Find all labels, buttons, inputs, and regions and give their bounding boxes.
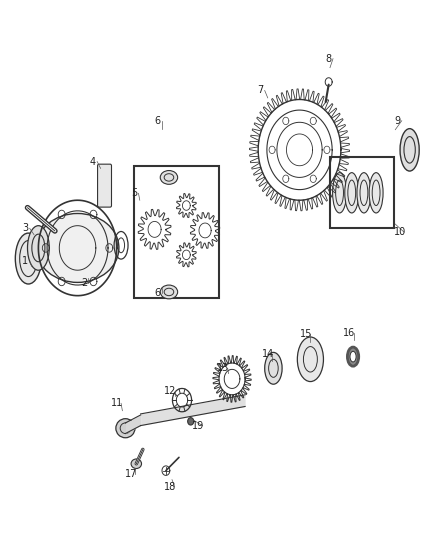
Ellipse shape xyxy=(345,173,359,213)
Text: 8: 8 xyxy=(325,54,332,63)
Text: 3: 3 xyxy=(22,223,28,233)
Ellipse shape xyxy=(36,214,119,282)
Ellipse shape xyxy=(357,173,371,213)
Text: 11: 11 xyxy=(111,398,123,408)
Text: 12: 12 xyxy=(164,386,177,396)
Text: 7: 7 xyxy=(257,85,264,95)
Ellipse shape xyxy=(28,225,49,270)
Ellipse shape xyxy=(350,351,356,362)
Text: 6: 6 xyxy=(154,116,160,126)
Text: 19: 19 xyxy=(192,421,204,431)
Text: 10: 10 xyxy=(393,227,406,237)
Ellipse shape xyxy=(160,171,178,184)
Text: 1: 1 xyxy=(22,256,28,266)
Ellipse shape xyxy=(160,285,178,299)
Ellipse shape xyxy=(297,337,323,382)
Text: 2: 2 xyxy=(81,278,87,288)
Text: 16: 16 xyxy=(343,328,356,338)
Text: 4: 4 xyxy=(90,157,96,166)
Ellipse shape xyxy=(131,459,141,469)
Text: 9: 9 xyxy=(394,116,400,126)
Text: 5: 5 xyxy=(131,188,137,198)
Bar xyxy=(134,166,219,298)
Text: 14: 14 xyxy=(261,349,274,359)
Ellipse shape xyxy=(265,352,282,384)
FancyBboxPatch shape xyxy=(98,164,112,207)
Text: 15: 15 xyxy=(300,329,312,340)
Ellipse shape xyxy=(187,418,194,425)
Text: 6: 6 xyxy=(154,288,160,298)
Text: 17: 17 xyxy=(125,470,137,479)
Ellipse shape xyxy=(332,173,346,213)
Ellipse shape xyxy=(116,419,135,438)
Bar xyxy=(330,157,394,228)
Ellipse shape xyxy=(400,128,419,171)
Text: 13: 13 xyxy=(217,364,230,373)
Ellipse shape xyxy=(369,173,383,213)
Text: 18: 18 xyxy=(164,481,177,491)
Ellipse shape xyxy=(347,347,359,366)
Ellipse shape xyxy=(15,233,42,284)
